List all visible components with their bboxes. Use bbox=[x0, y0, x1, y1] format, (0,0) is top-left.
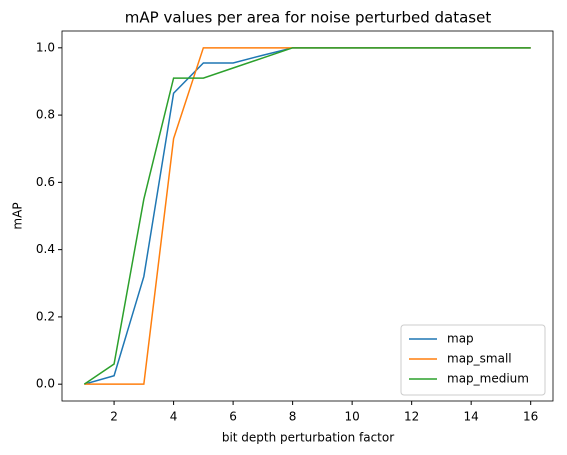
y-axis-label: mAP bbox=[11, 202, 25, 229]
x-tick-label: 6 bbox=[229, 410, 237, 424]
x-tick-label: 12 bbox=[404, 410, 419, 424]
line bbox=[84, 47, 531, 385]
legend-label: map_medium bbox=[447, 372, 529, 386]
x-tick-label: 8 bbox=[289, 410, 297, 424]
y-tick-label: 1.0 bbox=[36, 40, 55, 54]
line bbox=[83, 47, 531, 385]
legend-label: map bbox=[447, 332, 474, 346]
y-tick-label: 0.6 bbox=[36, 175, 55, 189]
y-tick-label: 0.8 bbox=[36, 108, 55, 122]
legend-box bbox=[400, 324, 546, 396]
chart-title: mAP values per area for noise perturbed … bbox=[125, 9, 492, 27]
x-tick-label: 16 bbox=[523, 410, 538, 424]
x-axis-label: bit depth perturbation factor bbox=[222, 431, 394, 445]
y-tick-label: 0.0 bbox=[36, 377, 55, 391]
x-tick-label: 4 bbox=[170, 410, 178, 424]
x-tick-label: 2 bbox=[110, 410, 118, 424]
y-tick-label: 0.2 bbox=[36, 309, 55, 323]
x-tick-label: 14 bbox=[464, 410, 479, 424]
x-tick-label: 10 bbox=[344, 410, 359, 424]
plot-frame bbox=[61, 30, 554, 402]
line bbox=[84, 47, 531, 385]
y-tick-label: 0.4 bbox=[36, 242, 55, 256]
legend-label: map_small bbox=[447, 352, 512, 366]
